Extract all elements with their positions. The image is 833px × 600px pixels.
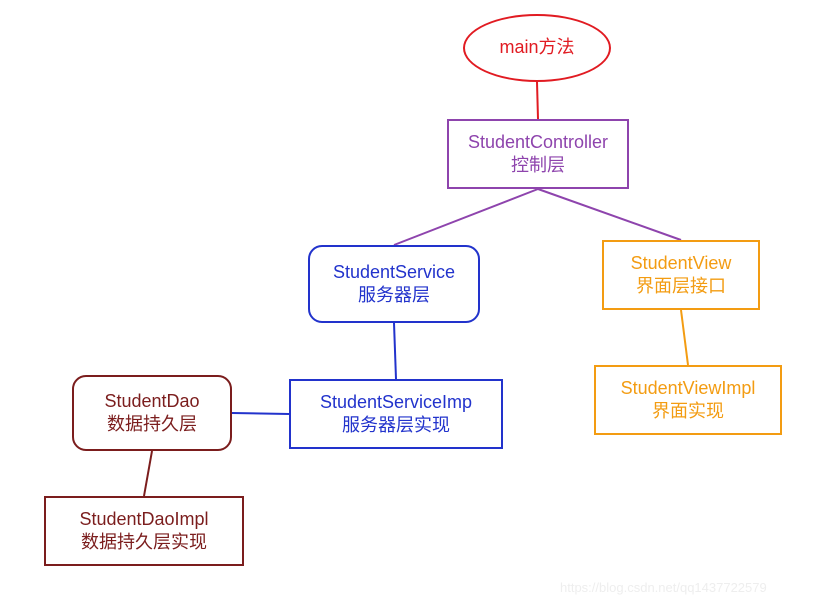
node-view-line2: 界面层接口 [636, 275, 726, 298]
node-service: StudentService服务器层 [308, 245, 480, 323]
node-controller-line2: 控制层 [511, 154, 565, 177]
edge-serviceImpl-dao [232, 413, 289, 414]
node-controller: StudentController控制层 [447, 119, 629, 189]
node-viewImpl-line1: StudentViewImpl [621, 377, 756, 400]
node-service-line2: 服务器层 [358, 284, 430, 307]
node-controller-line1: StudentController [468, 131, 608, 154]
node-serviceImpl-line1: StudentServiceImp [320, 391, 472, 414]
node-dao: StudentDao数据持久层 [72, 375, 232, 451]
node-daoImpl-line1: StudentDaoImpl [79, 508, 208, 531]
node-viewImpl-line2: 界面实现 [652, 400, 724, 423]
edge-view-viewImpl [681, 310, 688, 365]
node-serviceImpl: StudentServiceImp服务器层实现 [289, 379, 503, 449]
edge-service-serviceImpl [394, 323, 396, 379]
node-view: StudentView界面层接口 [602, 240, 760, 310]
node-service-line1: StudentService [333, 261, 455, 284]
node-daoImpl-line2: 数据持久层实现 [81, 531, 207, 554]
node-serviceImpl-line2: 服务器层实现 [342, 414, 450, 437]
edge-dao-daoImpl [144, 451, 152, 496]
node-dao-line2: 数据持久层 [107, 413, 197, 436]
node-dao-line1: StudentDao [104, 390, 199, 413]
node-view-line1: StudentView [631, 252, 732, 275]
edge-main-controller [537, 82, 538, 119]
edge-controller-service [394, 189, 538, 245]
node-daoImpl: StudentDaoImpl数据持久层实现 [44, 496, 244, 566]
node-main: main方法 [463, 14, 611, 82]
node-main-line1: main方法 [499, 36, 574, 59]
node-viewImpl: StudentViewImpl界面实现 [594, 365, 782, 435]
edge-controller-view [538, 189, 681, 240]
